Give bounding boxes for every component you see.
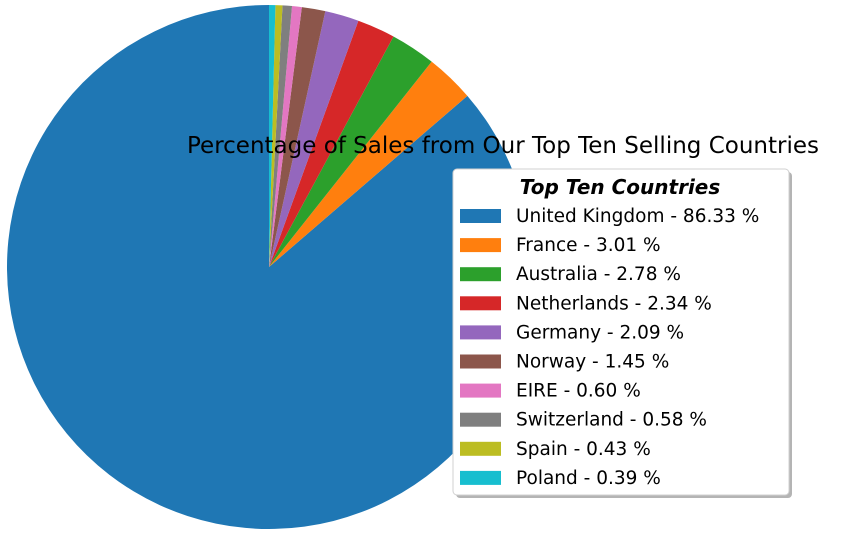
chart-title: Percentage of Sales from Our Top Ten Sel… <box>187 133 819 159</box>
legend-swatch <box>460 412 501 427</box>
pie-slice-germany <box>269 11 359 267</box>
legend-item: Australia - 2.78 % <box>460 264 681 285</box>
legend-swatch <box>460 267 501 282</box>
legend-swatch <box>460 383 501 398</box>
legend-swatch <box>460 441 501 456</box>
pie-slice-spain <box>269 5 283 268</box>
legend-item: EIRE - 0.60 % <box>460 381 641 402</box>
pie-slice-switzerland <box>269 5 293 267</box>
legend-label: Poland - 0.39 % <box>516 468 661 489</box>
legend-swatch <box>460 296 501 311</box>
pie-slice-france <box>269 61 468 267</box>
legend-label: Norway - 1.45 % <box>516 352 669 373</box>
legend-item: France - 3.01 % <box>460 235 661 256</box>
legend-item: United Kingdom - 86.33 % <box>460 206 759 227</box>
legend-label: EIRE - 0.60 % <box>516 381 641 402</box>
pie-slices <box>6 5 531 529</box>
legend-items: United Kingdom - 86.33 % France - 3.01 % A… <box>460 206 759 489</box>
legend-swatch <box>460 238 501 253</box>
legend-label: Spain - 0.43 % <box>516 439 651 460</box>
legend-item: Switzerland - 0.58 % <box>460 410 707 431</box>
legend-swatch <box>460 209 501 223</box>
legend-item: Poland - 0.39 % <box>460 468 661 489</box>
legend-label: Netherlands - 2.34 % <box>516 293 712 314</box>
legend-item: Netherlands - 2.34 % <box>460 293 712 314</box>
legend-label: Switzerland - 0.58 % <box>516 410 707 431</box>
legend: Top Ten Countries United Kingdom - 86.33… <box>452 168 792 498</box>
legend-label: Australia - 2.78 % <box>516 264 681 285</box>
legend-frame <box>452 168 790 496</box>
pie-slice-united-kingdom <box>6 5 531 529</box>
pie-slice-eire <box>269 6 302 267</box>
legend-label: France - 3.01 % <box>516 235 661 256</box>
pie-slice-poland <box>269 5 276 267</box>
pie-slice-australia <box>269 36 432 268</box>
legend-swatch <box>460 325 501 340</box>
legend-item: Norway - 1.45 % <box>460 352 669 373</box>
pie-slice-norway <box>269 7 326 267</box>
legend-label: Germany - 2.09 % <box>516 322 684 343</box>
legend-item: Spain - 0.43 % <box>460 439 651 460</box>
pie-slice-netherlands <box>269 20 394 268</box>
legend-swatch <box>460 470 501 485</box>
legend-label: United Kingdom - 86.33 % <box>516 206 759 227</box>
legend-swatch <box>460 354 501 369</box>
legend-title: Top Ten Countries <box>520 175 721 199</box>
legend-item: Germany - 2.09 % <box>460 322 684 343</box>
